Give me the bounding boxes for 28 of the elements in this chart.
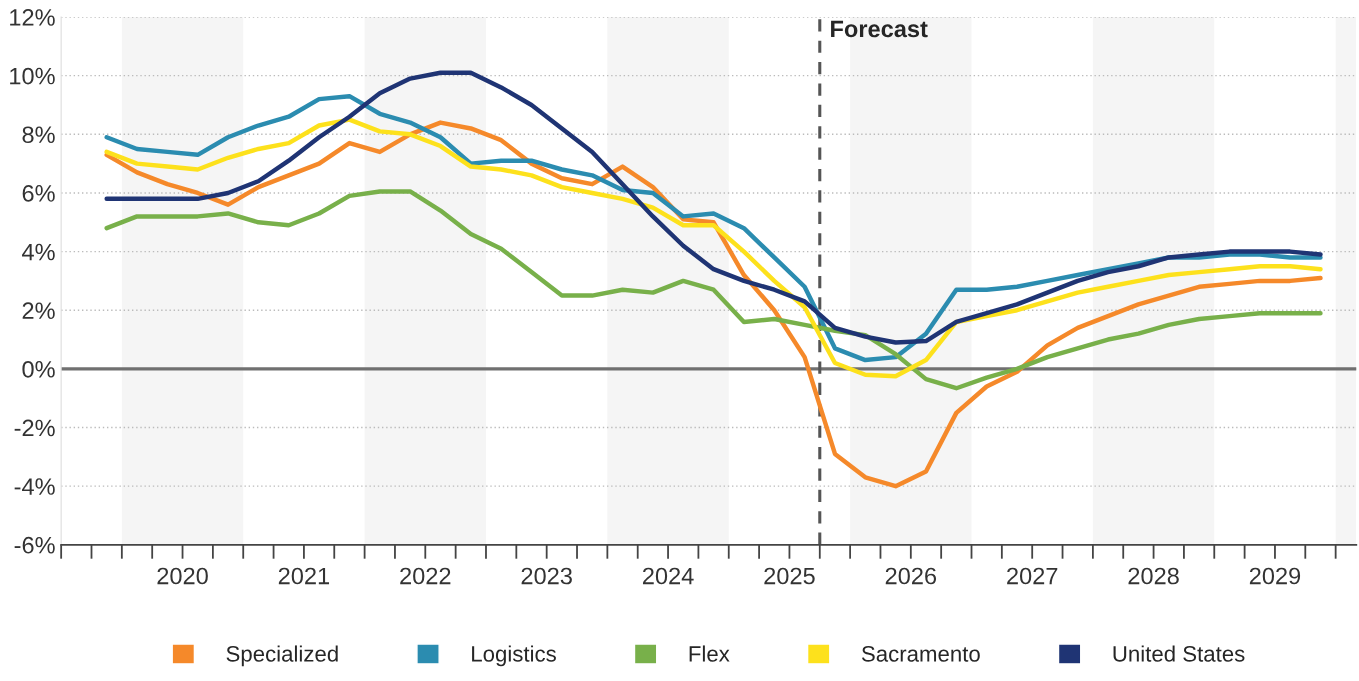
ref-line-label: Forecast	[831, 20, 928, 38]
x-tick-label: 2026	[885, 567, 937, 585]
y-tick-label: 4%	[22, 243, 55, 261]
x-tick-label: 2021	[278, 567, 330, 585]
legend-label: Specialized	[226, 645, 338, 667]
x-tick-label: 2025	[764, 567, 815, 585]
y-tick-label: 0%	[22, 360, 55, 378]
y-tick-label: 8%	[22, 126, 55, 144]
x-tick-label: 2029	[1249, 567, 1301, 585]
x-tick-label: 2027	[1007, 567, 1058, 585]
x-tick-label: 2020	[157, 567, 208, 585]
y-tick-label: -6%	[14, 536, 55, 554]
line-series	[104, 120, 1323, 489]
y-tick-label: -4%	[14, 478, 55, 495]
x-tick-label: 2023	[521, 567, 572, 585]
y-tick-label: 6%	[22, 185, 55, 202]
y-tick-label: 2%	[22, 302, 55, 319]
y-tick-label: 12%	[10, 9, 55, 26]
legend-label: Logistics	[472, 645, 556, 667]
y-tick-label: 10%	[10, 67, 55, 85]
legend-label: Flex	[689, 645, 730, 662]
legend-label: United States	[1113, 645, 1245, 662]
x-tick-label: 2024	[642, 567, 694, 585]
legend-label: Sacramento	[861, 646, 980, 662]
x-tick-label: 2022	[400, 567, 451, 585]
line-series	[104, 189, 1323, 391]
x-tick-label: 2028	[1128, 567, 1179, 585]
y-tick-label: -2%	[14, 419, 55, 437]
